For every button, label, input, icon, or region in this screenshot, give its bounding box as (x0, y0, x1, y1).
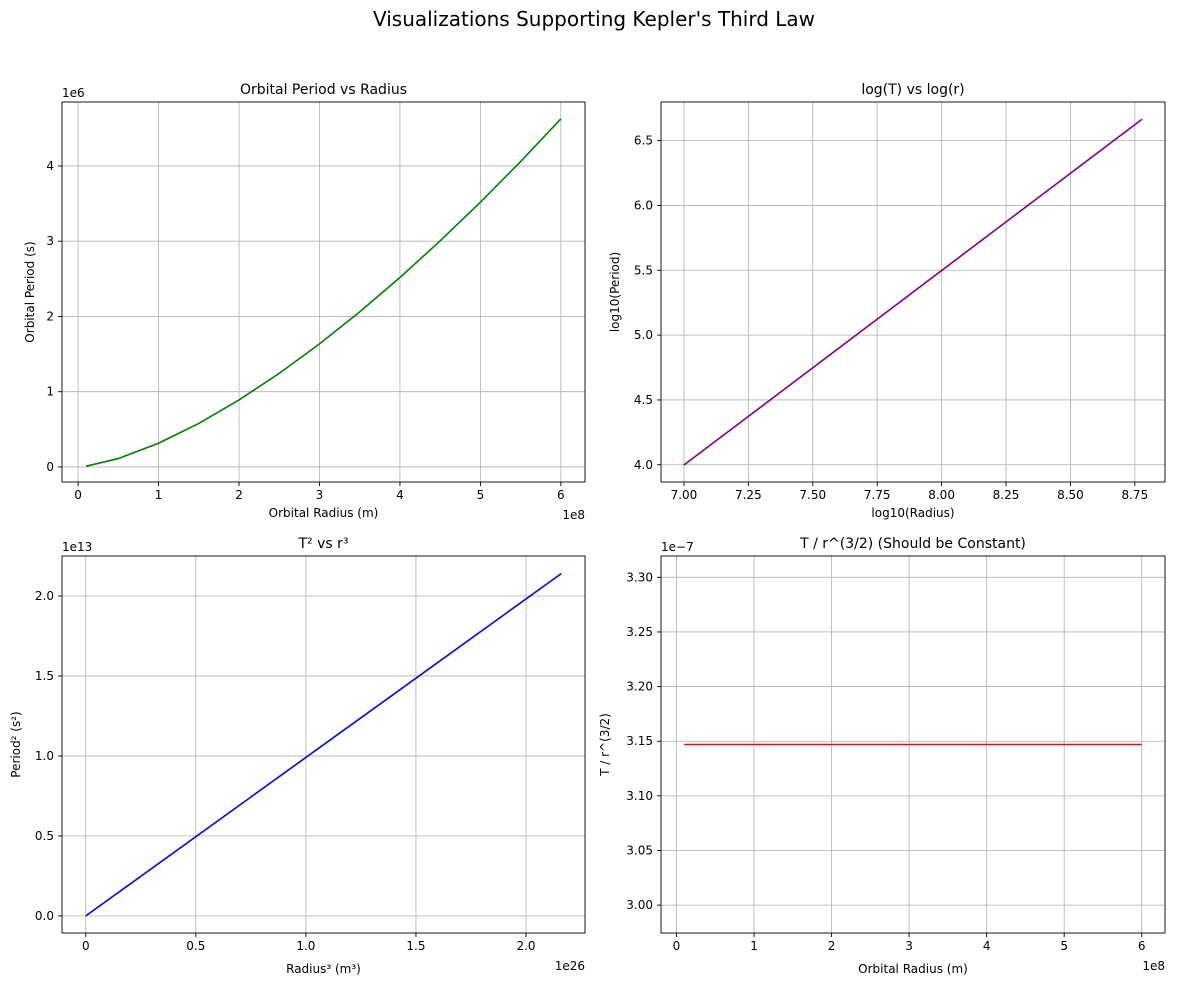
x-tick-label: 1.5 (406, 939, 425, 953)
x-tick-label: 0 (74, 488, 82, 502)
x-tick-label: 7.50 (799, 488, 826, 502)
series-line (85, 572, 562, 917)
x-tick-label: 4 (396, 488, 404, 502)
x-tick-label: 5 (1060, 939, 1068, 953)
y-tick-label: 1 (46, 385, 54, 399)
x-axis-label: Orbital Radius (m) (269, 506, 379, 520)
x-tick-label: 8.75 (1121, 488, 1148, 502)
y-tick-label: 3.25 (626, 625, 653, 639)
x-tick-label: 8.50 (1057, 488, 1084, 502)
y-tick-label: 6.0 (634, 198, 653, 212)
x-offset-label: 1e26 (555, 959, 585, 973)
chart-title: log(T) vs log(r) (861, 82, 964, 98)
x-tick-label: 7.00 (671, 488, 698, 502)
y-offset-label: 1e13 (62, 540, 92, 554)
y-offset-label: 1e6 (62, 86, 85, 100)
y-tick-label: 4.5 (634, 393, 653, 407)
figure-suptitle: Visualizations Supporting Kepler's Third… (373, 7, 815, 31)
chart-2: 7.00 7.25 7.50 7.75 8.00 8.25 8.50 8.75 4.0 4.5 5.… (608, 82, 1166, 520)
x-tick-label: 0 (673, 939, 681, 953)
x-tick-label: 8.25 (993, 488, 1020, 502)
x-tick-label: 1 (750, 939, 758, 953)
x-tick-label: 2 (235, 488, 243, 502)
x-tick-label: 1.0 (296, 939, 315, 953)
y-tick-label: 4 (46, 159, 54, 173)
chart-title: T² vs r³ (297, 536, 348, 552)
x-tick-label: 7.25 (735, 488, 762, 502)
y-tick-label: 3.10 (626, 789, 653, 803)
y-tick-label: 1.5 (35, 669, 54, 683)
y-tick-label: 2 (46, 309, 54, 323)
y-offset-label: 1e−7 (661, 540, 694, 554)
x-tick-label: 0.5 (186, 939, 205, 953)
x-axis-label: log10(Radius) (871, 506, 954, 520)
y-axis-label: Orbital Period (s) (23, 241, 37, 342)
x-tick-label: 0 (82, 939, 90, 953)
axes-frame (61, 101, 586, 483)
axes-frame (61, 555, 586, 934)
x-tick-label: 4 (983, 939, 991, 953)
y-axis-label: T / r^(3/2) (598, 713, 612, 777)
x-tick-label: 5 (477, 488, 485, 502)
x-tick-label: 8.00 (928, 488, 955, 502)
y-tick-label: 0.0 (35, 909, 54, 923)
x-tick-label: 6 (1138, 939, 1146, 953)
series-line (683, 118, 1143, 466)
y-tick-label: 3.30 (626, 570, 653, 584)
x-axis-label: Radius³ (m³) (286, 962, 361, 976)
y-tick-label: 6.5 (634, 134, 653, 148)
y-tick-label: 0.5 (35, 829, 54, 843)
y-axis-label: log10(Period) (608, 252, 622, 332)
x-tick-label: 3 (905, 939, 913, 953)
y-tick-label: 0 (46, 460, 54, 474)
y-tick-label: 3.00 (626, 898, 653, 912)
x-tick-label: 1 (155, 488, 163, 502)
x-tick-label: 2.0 (516, 939, 535, 953)
x-offset-label: 1e8 (562, 508, 585, 522)
y-tick-label: 4.0 (634, 458, 653, 472)
y-tick-label: 3 (46, 234, 54, 248)
x-axis-label: Orbital Radius (m) (858, 962, 968, 976)
x-tick-label: 3 (316, 488, 324, 502)
x-tick-label: 6 (557, 488, 565, 502)
axes-frame (660, 555, 1166, 934)
y-tick-label: 2.0 (35, 589, 54, 603)
chart-4: 0 1 2 3 4 5 6 3.00 3.05 3.10 3.15 3.20 3.25 3.30 T / r… (598, 536, 1166, 976)
axes-frame (660, 101, 1166, 483)
chart-1: 0 1 2 3 4 5 6 0 1 2 3 4 Orbital Period vs Radius Orbi… (23, 82, 586, 522)
chart-title: T / r^(3/2) (Should be Constant) (799, 536, 1026, 552)
y-tick-label: 3.20 (626, 680, 653, 694)
x-offset-label: 1e8 (1142, 959, 1165, 973)
y-tick-label: 5.0 (634, 328, 653, 342)
x-tick-label: 2 (828, 939, 836, 953)
x-tick-label: 7.75 (864, 488, 891, 502)
y-tick-label: 3.15 (626, 734, 653, 748)
y-tick-label: 3.05 (626, 843, 653, 857)
series-line (85, 118, 562, 467)
y-tick-label: 5.5 (634, 263, 653, 277)
chart-3: 0 0.5 1.0 1.5 2.0 0.0 0.5 1.0 1.5 2.0 T² vs r³ Radi… (9, 536, 586, 976)
y-tick-label: 1.0 (35, 749, 54, 763)
y-axis-label: Period² (s²) (9, 711, 23, 777)
chart-title: Orbital Period vs Radius (240, 82, 407, 98)
